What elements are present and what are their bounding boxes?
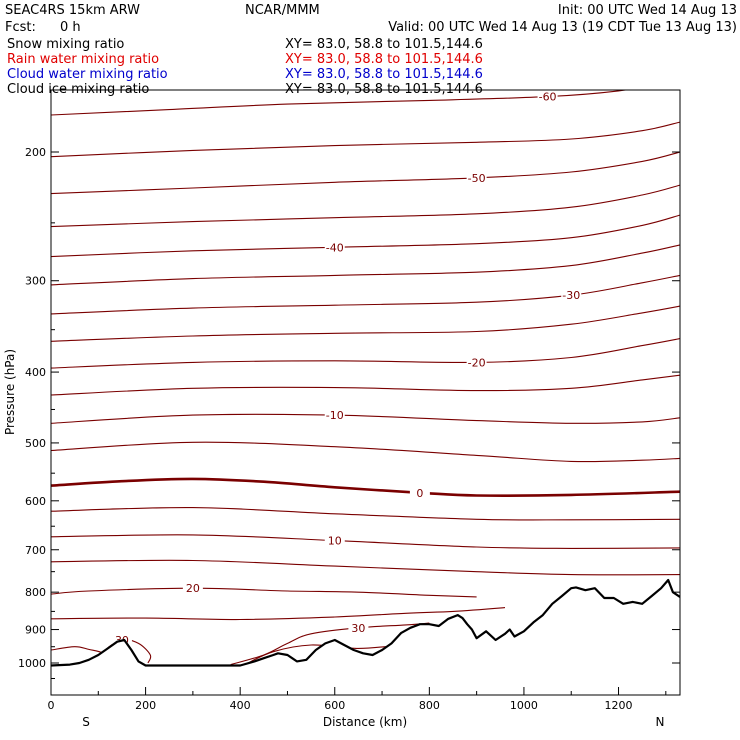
field-xy-cloud-water: XY= 83.0, 58.8 to 101.5,144.6 (285, 67, 483, 82)
contour-line (51, 607, 506, 621)
x-tick-label: 1000 (510, 699, 538, 712)
contour-line (51, 214, 680, 258)
y-tick-label: 800 (25, 586, 46, 599)
y-tick-label: 300 (25, 275, 46, 288)
x-tick-label: 200 (135, 699, 156, 712)
contour-label-bg (348, 621, 369, 634)
field-xy-rain: XY= 83.0, 58.8 to 101.5,144.6 (285, 52, 483, 67)
x-tick-label: 600 (324, 699, 345, 712)
contour-label: 0 (416, 487, 423, 500)
contour-line (51, 559, 680, 576)
contour-label: -50 (468, 172, 486, 185)
contour-label-bg (466, 171, 487, 184)
contour-line (51, 587, 477, 598)
contour-label: -40 (326, 241, 344, 254)
x-tick-label: 400 (230, 699, 251, 712)
contour-label: -30 (562, 289, 580, 302)
contour-label-bg (561, 289, 582, 302)
init-time: Init: 00 UTC Wed 14 Aug 13 (558, 3, 737, 18)
field-xy-snow: XY= 83.0, 58.8 to 101.5,144.6 (285, 37, 483, 52)
x-axis-label: Distance (km) (323, 715, 407, 729)
forecast-label: Fcst: (5, 20, 36, 35)
contour-line (51, 413, 680, 424)
contour-label: -20 (468, 356, 486, 369)
contour-label-bg (409, 486, 430, 499)
x-tick-label: 0 (48, 699, 55, 712)
contour-line (51, 244, 680, 286)
contour-line (51, 151, 680, 195)
contour-label: 10 (328, 535, 342, 548)
contour-line (244, 644, 402, 666)
contour-line (51, 274, 680, 315)
terrain-fill (51, 580, 680, 695)
contour-line (51, 184, 680, 228)
plot-area: -70-60-50-40-30-20-100102030301002003004… (18, 89, 681, 712)
center-title: NCAR/MMM (245, 3, 320, 18)
contour-label: 20 (186, 582, 200, 595)
contour-label: -10 (326, 409, 344, 422)
contour-line (51, 121, 680, 158)
y-tick-label: 600 (25, 495, 46, 508)
y-axis-label: Pressure (hPa) (3, 349, 17, 435)
field-name-snow: Snow mixing ratio (7, 37, 124, 52)
contour-label: -60 (539, 91, 557, 104)
south-label: S (82, 715, 90, 729)
plot-frame (50, 89, 681, 696)
north-label: N (656, 715, 665, 729)
contour-label-bg (466, 356, 487, 369)
terrain-line (51, 578, 680, 667)
contour-line (51, 477, 680, 497)
contour-label-bg (182, 582, 203, 595)
field-name-cloud-water: Cloud water mixing ratio (7, 67, 168, 82)
x-tick-label: 1200 (605, 699, 633, 712)
contour-label: 30 (351, 622, 365, 635)
y-tick-label: 700 (25, 544, 46, 557)
valid-time: Valid: 00 UTC Wed 14 Aug 13 (19 CDT Tue … (388, 20, 737, 35)
contour-line (51, 441, 680, 463)
y-tick-label: 400 (25, 366, 46, 379)
y-tick-label: 1000 (18, 657, 46, 670)
contour-label-bg (324, 409, 345, 422)
contour-line (51, 90, 630, 116)
contour-label-bg (324, 241, 345, 254)
contour-line (51, 507, 680, 521)
y-tick-label: 500 (25, 437, 46, 450)
contour-line (51, 374, 680, 396)
contour-line (51, 305, 680, 342)
x-tick-label: 800 (419, 699, 440, 712)
contour-label-bg (324, 534, 345, 547)
contour-label-bg (537, 90, 558, 103)
forecast-value: 0 h (60, 20, 81, 35)
field-name-rain: Rain water mixing ratio (7, 52, 159, 67)
contour-line (51, 338, 680, 369)
model-title: SEAC4RS 15km ARW (5, 3, 140, 18)
contour-line (51, 534, 680, 549)
y-tick-label: 900 (25, 624, 46, 637)
y-tick-label: 200 (25, 146, 46, 159)
